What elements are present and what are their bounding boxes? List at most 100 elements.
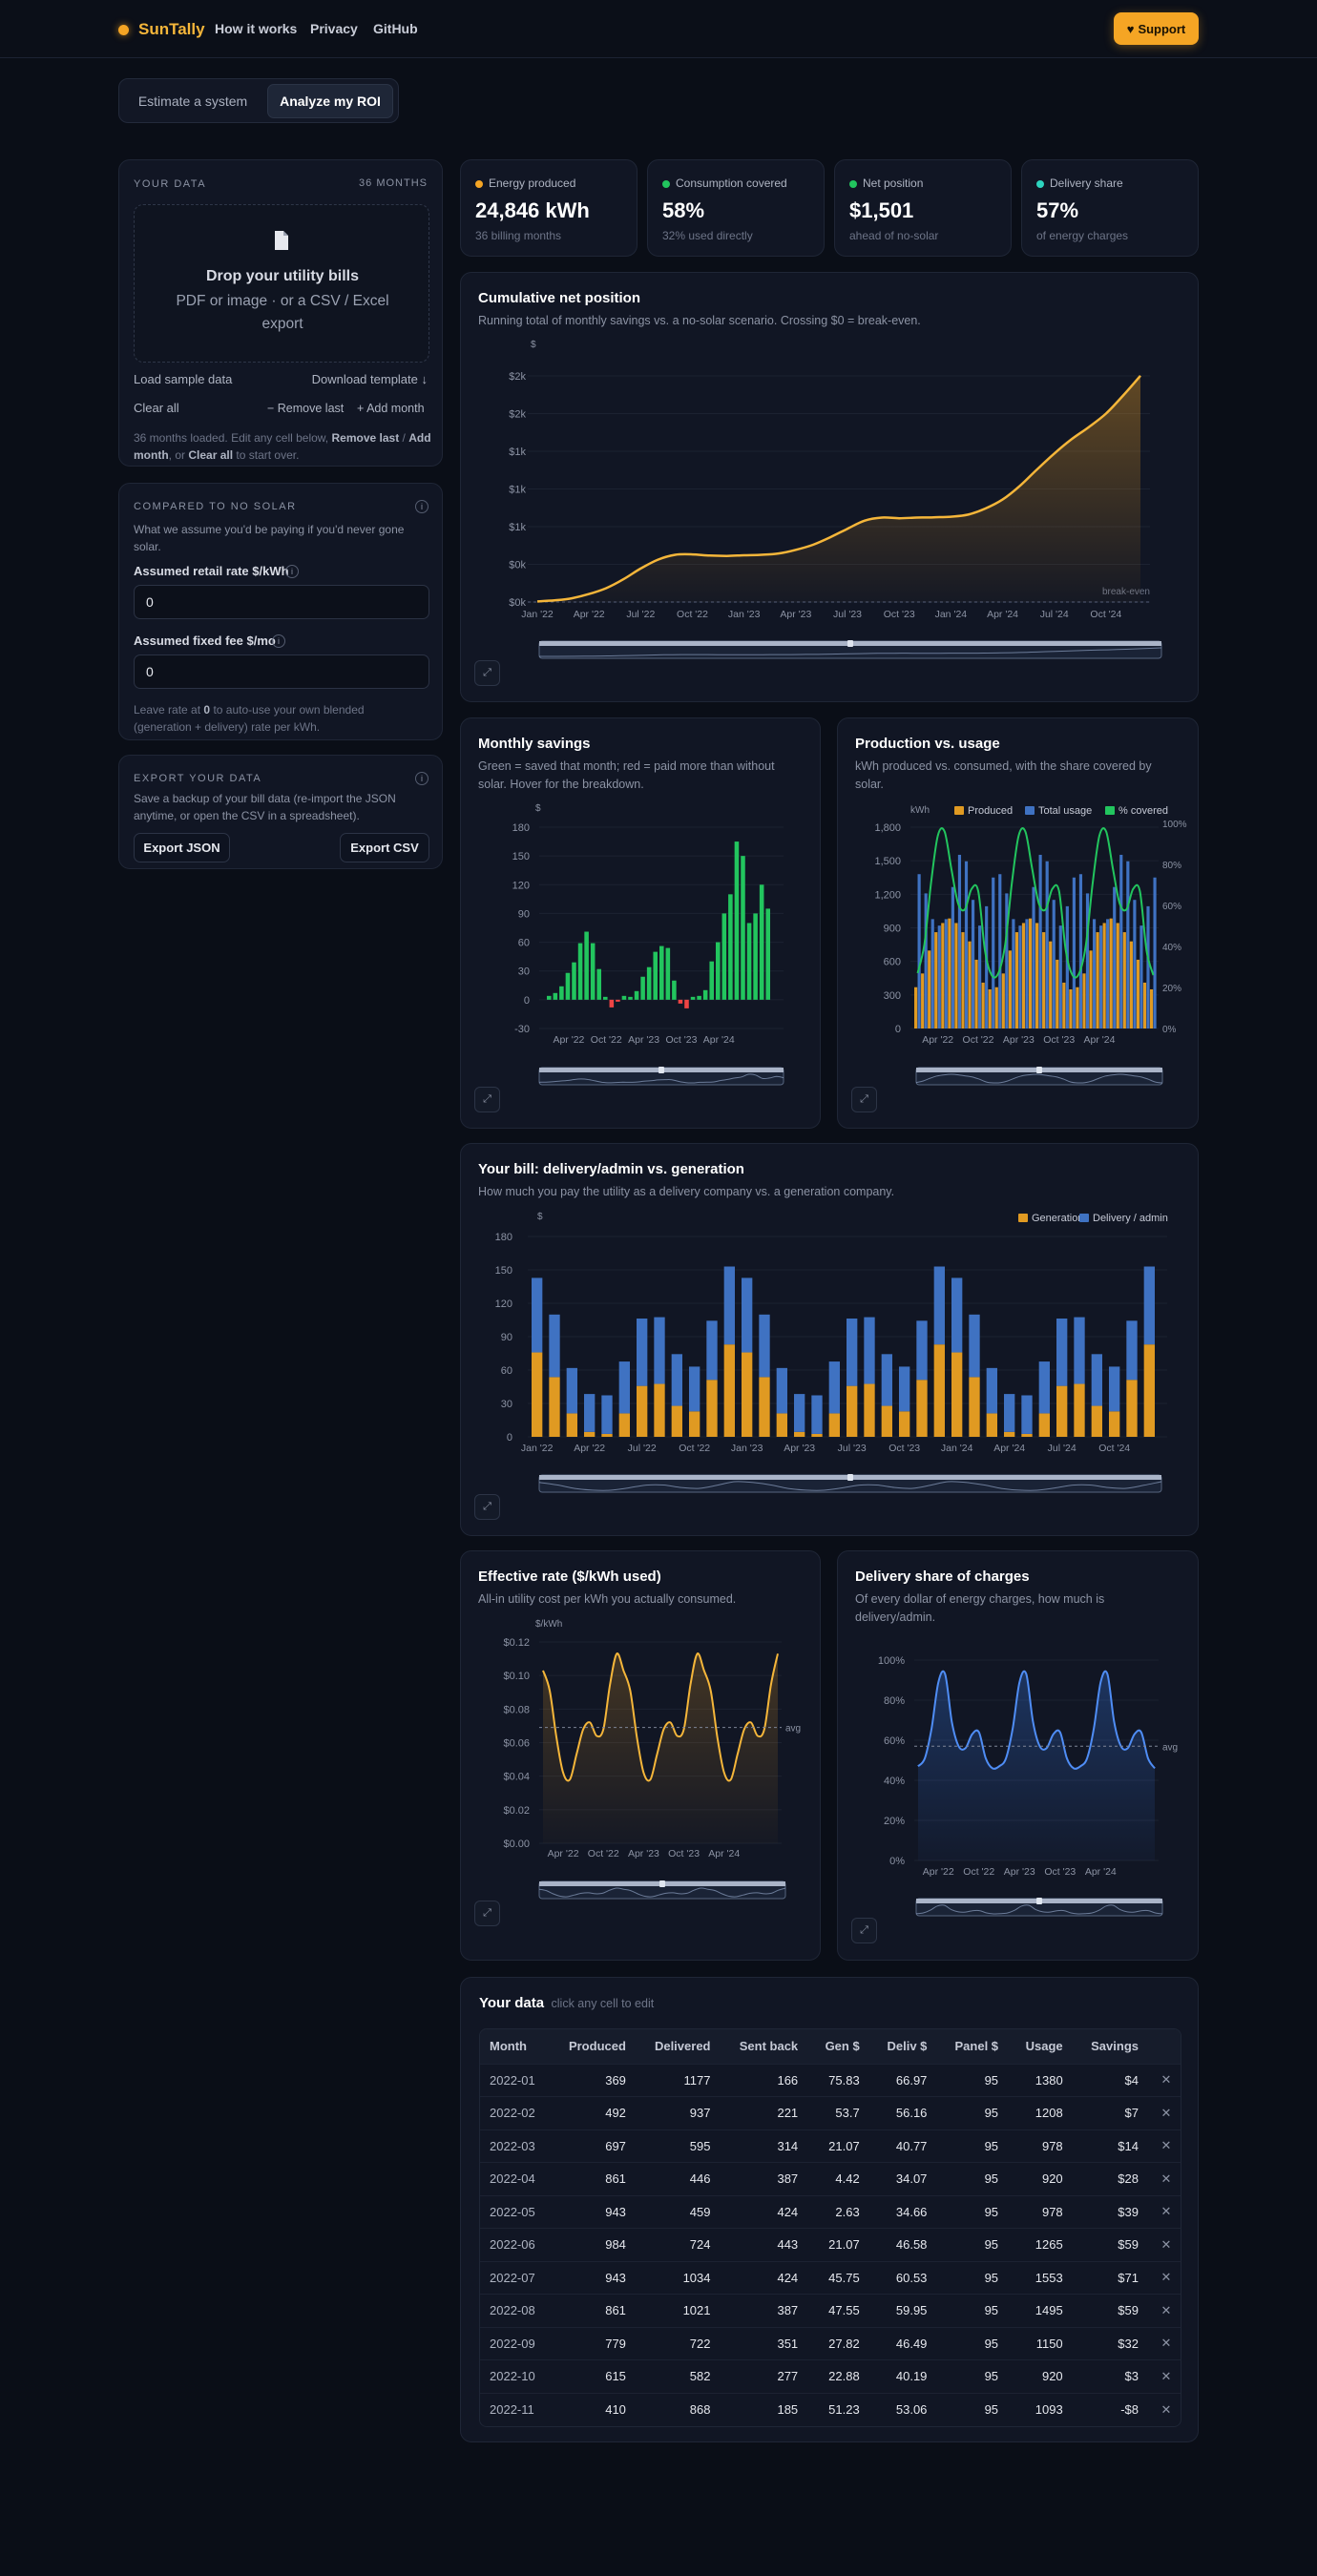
editable-cell[interactable]: 34.66 (870, 2194, 939, 2229)
editable-cell[interactable]: 920 (1010, 2359, 1075, 2393)
info-icon[interactable]: i (415, 500, 429, 513)
editable-cell[interactable]: 1208 (1010, 2096, 1075, 2129)
expand-chart-button[interactable]: ⤢ (474, 1901, 500, 1926)
delete-row-icon[interactable]: ✕ (1150, 2162, 1181, 2195)
editable-cell[interactable]: 920 (1010, 2162, 1075, 2195)
delete-row-icon[interactable]: ✕ (1150, 2260, 1181, 2295)
editable-cell[interactable]: 1265 (1010, 2228, 1075, 2261)
editable-cell[interactable]: 387 (721, 2162, 810, 2195)
editable-cell[interactable]: 95 (938, 2392, 1011, 2426)
editable-cell[interactable]: 34.07 (870, 2162, 939, 2195)
delete-row-icon[interactable]: ✕ (1150, 2359, 1181, 2393)
nav-link-github[interactable]: GitHub (373, 21, 418, 36)
editable-cell[interactable]: 937 (637, 2096, 722, 2129)
editable-cell[interactable]: 724 (637, 2228, 722, 2261)
editable-cell[interactable]: 351 (721, 2326, 810, 2360)
editable-cell[interactable]: -$8 (1074, 2392, 1150, 2426)
editable-cell[interactable]: 492 (551, 2096, 638, 2129)
editable-cell[interactable]: 53.7 (809, 2096, 871, 2129)
editable-cell[interactable]: 46.49 (870, 2326, 939, 2360)
editable-cell[interactable]: 779 (551, 2326, 638, 2360)
editable-cell[interactable]: 22.88 (809, 2359, 871, 2393)
editable-cell[interactable]: 1034 (637, 2260, 722, 2295)
export-json-button[interactable]: Export JSON (134, 833, 230, 862)
editable-cell[interactable]: 95 (938, 2260, 1011, 2295)
editable-cell[interactable]: 424 (721, 2194, 810, 2229)
editable-cell[interactable]: 95 (938, 2194, 1011, 2229)
editable-cell[interactable]: 424 (721, 2260, 810, 2295)
delivery-share-chart[interactable]: 0% 20% 40% 60% 80% 100% avg Apr '22 Oct '22 Apr '… (838, 1551, 1200, 1962)
delete-row-icon[interactable]: ✕ (1150, 2228, 1181, 2261)
load-sample-link[interactable]: Load sample data (134, 372, 233, 386)
file-dropzone[interactable]: Drop your utility bills PDF or image · o… (134, 204, 429, 363)
editable-cell[interactable]: 1093 (1010, 2392, 1075, 2426)
range-slider-grip[interactable] (1036, 1898, 1042, 1904)
editable-cell[interactable]: 95 (938, 2162, 1011, 2195)
editable-cell[interactable]: 387 (721, 2294, 810, 2327)
editable-cell[interactable]: 95 (938, 2294, 1011, 2327)
editable-cell[interactable]: 46.58 (870, 2228, 939, 2261)
editable-cell[interactable]: 277 (721, 2359, 810, 2393)
editable-cell[interactable]: 722 (637, 2326, 722, 2360)
info-icon[interactable]: i (415, 772, 429, 785)
editable-cell[interactable]: $59 (1074, 2294, 1150, 2327)
remove-last-link[interactable]: − Remove last (267, 402, 345, 415)
editable-cell[interactable]: $28 (1074, 2162, 1150, 2195)
editable-cell[interactable]: $59 (1074, 2228, 1150, 2261)
editable-cell[interactable]: 1495 (1010, 2294, 1075, 2327)
editable-cell[interactable]: 60.53 (870, 2260, 939, 2295)
nav-link-how-it-works[interactable]: How it works (215, 21, 298, 36)
editable-cell[interactable]: 66.97 (870, 2063, 939, 2097)
delete-row-icon[interactable]: ✕ (1150, 2129, 1181, 2163)
expand-chart-button[interactable]: ⤢ (474, 1087, 500, 1112)
editable-cell[interactable]: 221 (721, 2096, 810, 2129)
mode-analyze-button[interactable]: Analyze my ROI (267, 84, 393, 118)
editable-cell[interactable]: 4.42 (809, 2162, 871, 2195)
editable-cell[interactable]: 95 (938, 2228, 1011, 2261)
editable-cell[interactable]: 943 (551, 2260, 638, 2295)
delete-row-icon[interactable]: ✕ (1150, 2096, 1181, 2129)
editable-cell[interactable]: 2.63 (809, 2194, 871, 2229)
editable-cell[interactable]: 978 (1010, 2194, 1075, 2229)
editable-cell[interactable]: 27.82 (809, 2326, 871, 2360)
info-icon[interactable]: i (272, 634, 285, 648)
editable-cell[interactable]: 51.23 (809, 2392, 871, 2426)
editable-cell[interactable]: $7 (1074, 2096, 1150, 2129)
info-icon[interactable]: i (285, 565, 299, 578)
delete-row-icon[interactable]: ✕ (1150, 2063, 1181, 2097)
expand-chart-button[interactable]: ⤢ (474, 1494, 500, 1520)
range-slider-grip[interactable] (658, 1067, 664, 1073)
editable-cell[interactable]: 40.77 (870, 2129, 939, 2163)
mode-estimate-button[interactable]: Estimate a system (137, 93, 248, 109)
expand-chart-button[interactable]: ⤢ (851, 1918, 877, 1943)
production-usage-chart[interactable]: kWh 0 300 600 900 1,200 1,500 1,800 0% 20% 40% 60% 8… (838, 718, 1200, 1130)
editable-cell[interactable]: 166 (721, 2063, 810, 2097)
fixed-fee-input[interactable]: 0 (134, 654, 429, 689)
editable-cell[interactable]: 1553 (1010, 2260, 1075, 2295)
cumulative-chart[interactable]: $$0k$0k$1k$1k$1k$2k$2kbreak-evenJan '22A… (461, 273, 1200, 703)
editable-cell[interactable]: 314 (721, 2129, 810, 2163)
editable-cell[interactable]: 1021 (637, 2294, 722, 2327)
editable-cell[interactable]: 978 (1010, 2129, 1075, 2163)
editable-cell[interactable]: $32 (1074, 2326, 1150, 2360)
editable-cell[interactable]: 1150 (1010, 2326, 1075, 2360)
editable-cell[interactable]: 53.06 (870, 2392, 939, 2426)
editable-cell[interactable]: 459 (637, 2194, 722, 2229)
editable-cell[interactable]: 95 (938, 2096, 1011, 2129)
editable-cell[interactable]: 697 (551, 2129, 638, 2163)
export-csv-button[interactable]: Export CSV (340, 833, 429, 862)
editable-cell[interactable]: 45.75 (809, 2260, 871, 2295)
editable-cell[interactable]: 984 (551, 2228, 638, 2261)
range-slider-grip[interactable] (659, 1880, 665, 1887)
editable-cell[interactable]: 582 (637, 2359, 722, 2393)
brand-logo[interactable]: SunTally (118, 20, 205, 39)
download-template-link[interactable]: Download template ↓ (311, 372, 428, 386)
editable-cell[interactable]: 1380 (1010, 2063, 1075, 2097)
editable-cell[interactable]: 443 (721, 2228, 810, 2261)
editable-cell[interactable]: 861 (551, 2294, 638, 2327)
editable-cell[interactable]: 95 (938, 2129, 1011, 2163)
editable-cell[interactable]: 95 (938, 2063, 1011, 2097)
delete-row-icon[interactable]: ✕ (1150, 2326, 1181, 2360)
editable-cell[interactable]: $4 (1074, 2063, 1150, 2097)
editable-cell[interactable]: 40.19 (870, 2359, 939, 2393)
